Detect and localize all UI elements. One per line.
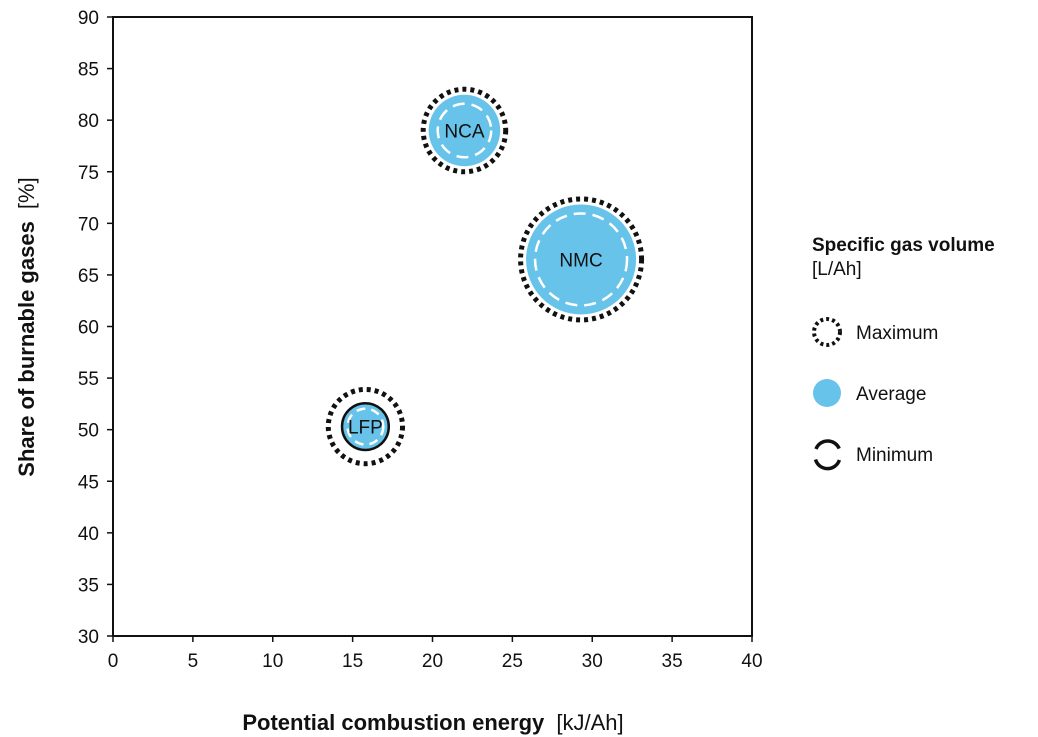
y-axis-title-main: Share of burnable gases (14, 221, 39, 477)
bubble-maximum-ring (518, 196, 645, 323)
bubble-inner-dash (533, 212, 629, 307)
x-axis-title: Potential combustion energy [kJ/Ah] (242, 710, 623, 735)
y-axis-ticks: 30 35 40 45 50 55 60 65 70 75 80 85 90 (78, 8, 113, 648)
bubble-label: NCA (444, 121, 484, 142)
y-tick-label: 60 (78, 318, 99, 339)
y-tick-label: 90 (78, 8, 99, 29)
legend-maximum-icon (812, 317, 842, 347)
y-axis-title: Share of burnable gases [%] (14, 177, 39, 476)
x-tick-label: 40 (741, 651, 762, 672)
x-tick-label: 5 (188, 651, 199, 672)
legend-title: Specific gas volume (812, 235, 995, 256)
y-tick-label: 65 (78, 266, 99, 287)
bubble-nca: NCA (420, 86, 509, 175)
y-tick-label: 85 (78, 60, 99, 81)
bubble-inner-dash (436, 102, 493, 159)
legend-average-icon (813, 379, 841, 407)
y-tick-label: 55 (78, 369, 99, 390)
legend-minimum-icon (813, 439, 842, 471)
x-tick-label: 30 (582, 651, 603, 672)
x-tick-label: 15 (342, 651, 363, 672)
bubble-minimum-ring (340, 401, 391, 452)
bubble-maximum-ring (420, 86, 509, 175)
legend-minimum-label: Minimum (856, 445, 933, 466)
y-tick-label: 50 (78, 421, 99, 442)
y-tick-label: 75 (78, 163, 99, 184)
y-tick-label: 80 (78, 111, 99, 132)
x-axis-title-main: Potential combustion energy (242, 710, 545, 735)
x-tick-label: 0 (108, 651, 119, 672)
y-axis-title-unit: [%] (14, 177, 39, 209)
bubble-lfp: LFP (325, 386, 406, 467)
x-tick-label: 10 (262, 651, 283, 672)
x-axis-title-unit: [kJ/Ah] (556, 710, 623, 735)
y-tick-label: 40 (78, 524, 99, 545)
x-axis-ticks: 0 5 10 15 20 25 30 35 40 (108, 636, 763, 672)
bubble-average-fill (428, 94, 501, 167)
x-tick-label: 20 (422, 651, 443, 672)
y-tick-label: 45 (78, 472, 99, 493)
x-tick-label: 35 (662, 651, 683, 672)
y-tick-label: 30 (78, 627, 99, 648)
bubbles: NCA NMC LFP (325, 86, 645, 467)
legend-average-label: Average (856, 384, 926, 405)
legend: Specific gas volume [L/Ah] Maximum Avera… (812, 235, 995, 471)
bubble-maximum-ring (325, 386, 406, 467)
legend-maximum-label: Maximum (856, 323, 938, 344)
plot-frame (112, 16, 753, 637)
y-tick-label: 70 (78, 214, 99, 235)
y-tick-label: 35 (78, 575, 99, 596)
x-tick-label: 25 (502, 651, 523, 672)
bubble-average-marker (346, 407, 385, 446)
bubble-label: NMC (559, 250, 602, 271)
bubble-nmc: NMC (518, 196, 645, 323)
legend-subtitle: [L/Ah] (812, 259, 862, 280)
bubble-average-fill (526, 204, 637, 315)
bubble-label: LFP (348, 418, 383, 439)
